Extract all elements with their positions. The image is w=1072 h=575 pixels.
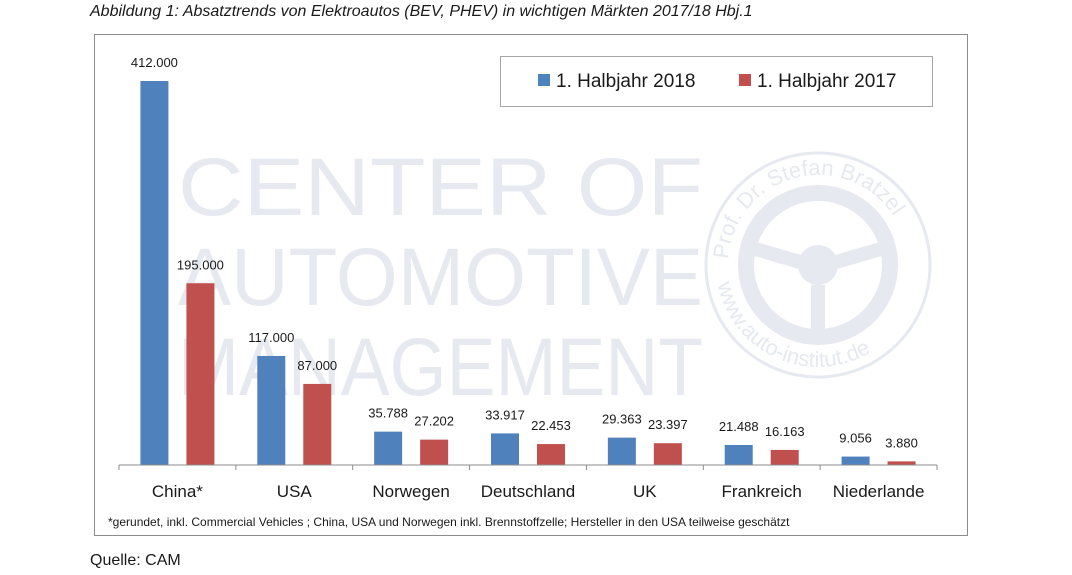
chart-frame <box>94 34 968 536</box>
category-label: Frankreich <box>722 482 802 501</box>
data-label: 16.163 <box>765 424 805 439</box>
bar-2018-china <box>140 81 169 465</box>
footnote: *gerundet, inkl. Commercial Vehicles ; C… <box>108 515 790 529</box>
legend-label-2018: 1. Halbjahr 2018 <box>556 71 696 92</box>
watermark-line-1: CENTER OF <box>178 142 703 233</box>
bar-2017-niederlande <box>887 461 916 465</box>
bar-2017-frankreich <box>770 449 799 465</box>
category-label: USA <box>277 482 313 501</box>
watermark: CENTER OF AUTOMOTIVE MANAGEMENT Prof. Dr… <box>178 142 932 413</box>
bar-series <box>140 81 916 465</box>
bar-2017-usa <box>303 383 332 465</box>
legend-item-2018: 1. Halbjahr 2018 <box>538 71 695 93</box>
figure-caption: Abbildung 1: Absatztrends von Elektroaut… <box>90 3 753 20</box>
steering-wheel-icon <box>704 151 932 379</box>
data-label: 35.788 <box>368 406 408 421</box>
bar-2017-norwegen <box>420 439 449 465</box>
legend-swatch-2018 <box>538 74 550 86</box>
bar-2018-uk <box>607 437 636 465</box>
bar-2017-china <box>186 283 215 465</box>
category-label: UK <box>633 482 657 501</box>
data-label: 87.000 <box>297 358 337 373</box>
category-labels: China* USA Norwegen Deutschland UK Frankreich… <box>152 482 925 501</box>
category-label: Niederlande <box>833 482 925 501</box>
bar-2018-niederlande <box>841 456 870 465</box>
bar-2018-frankreich <box>724 444 753 465</box>
source-note: Quelle: CAM <box>90 552 181 569</box>
bar-2018-deutschland <box>491 433 519 465</box>
category-label: Norwegen <box>372 482 450 501</box>
category-label: China* <box>152 482 203 501</box>
data-label: 9.056 <box>839 431 872 446</box>
data-label: 22.453 <box>531 418 571 433</box>
data-label: 27.202 <box>414 414 454 429</box>
data-label: 29.363 <box>602 412 642 427</box>
watermark-line-2: AUTOMOTIVE <box>178 232 703 323</box>
legend-item-2017: 1. Halbjahr 2017 <box>739 71 896 93</box>
data-label: 23.397 <box>648 417 688 432</box>
legend: 1. Halbjahr 2018 1. Halbjahr 2017 <box>500 56 933 107</box>
legend-swatch-2017 <box>739 74 751 86</box>
bar-2017-deutschland <box>537 444 565 465</box>
data-label: 3.880 <box>885 435 918 450</box>
data-label: 117.000 <box>248 330 294 345</box>
bar-2018-norwegen <box>374 431 403 465</box>
bar-2017-uk <box>653 443 682 465</box>
x-axis <box>118 464 938 470</box>
data-label: 195.000 <box>177 257 224 272</box>
category-label: Deutschland <box>481 482 576 501</box>
bar-2018-usa <box>257 355 286 465</box>
data-label: 412.000 <box>131 55 178 70</box>
data-label: 33.917 <box>485 407 525 422</box>
data-label: 21.488 <box>719 419 759 434</box>
legend-label-2017: 1. Halbjahr 2017 <box>757 71 897 92</box>
